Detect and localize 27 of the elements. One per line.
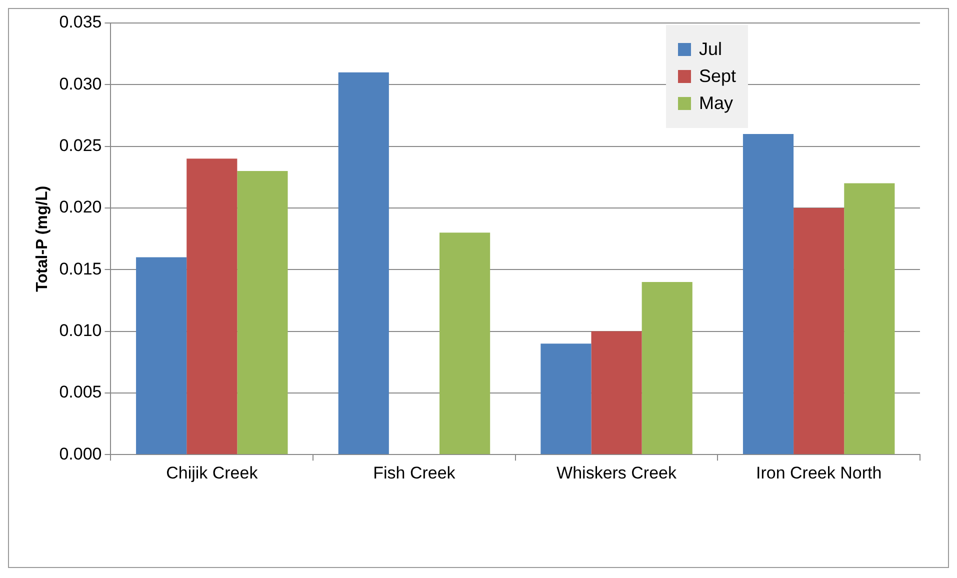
- y-tick-label: 0.000: [59, 444, 102, 464]
- bar: [794, 208, 844, 454]
- y-tick-label: 0.015: [59, 259, 102, 278]
- bar: [540, 344, 592, 454]
- bar: [591, 331, 642, 454]
- y-tick-label: 0.030: [59, 74, 102, 94]
- bar: [237, 170, 288, 454]
- y-tick-label: 0.020: [59, 198, 102, 217]
- bar: [136, 257, 187, 454]
- legend-label: Sept: [698, 66, 736, 87]
- bar: [338, 72, 389, 454]
- bar: [642, 282, 692, 454]
- legend-label: May: [698, 93, 733, 114]
- y-tick-label: 0.010: [59, 320, 102, 340]
- x-tick-label: Chijik Creek: [166, 463, 258, 482]
- bar: [440, 232, 490, 454]
- bar: [742, 134, 794, 454]
- legend-label: Jul: [698, 39, 722, 60]
- y-tick-label: 0.035: [59, 12, 102, 32]
- y-axis-title: Total-P (mg/L): [34, 186, 52, 292]
- y-tick-label: 0.005: [59, 382, 102, 402]
- x-tick-label: Whiskers Creek: [556, 463, 678, 482]
- x-tick-label: Fish Creek: [373, 463, 456, 482]
- bar: [844, 183, 895, 454]
- y-tick-label: 0.025: [59, 136, 102, 155]
- x-tick-label: Iron Creek North: [756, 463, 882, 482]
- bar: [186, 158, 238, 454]
